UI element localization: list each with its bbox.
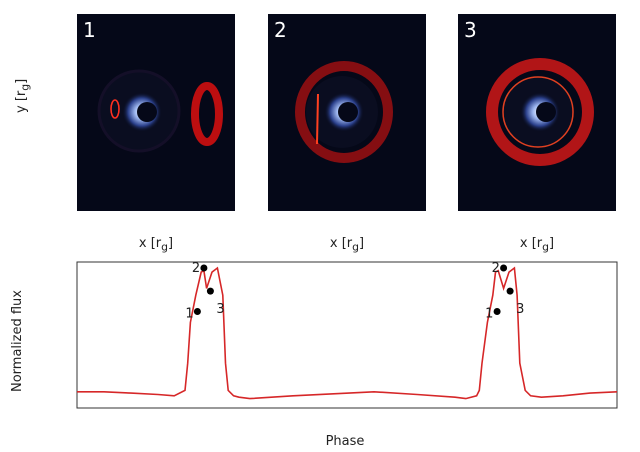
phase-marker-1 (493, 308, 501, 315)
image-panel-1: 1 (77, 14, 235, 211)
phase-marker-1 (193, 308, 201, 315)
event-horizon (137, 102, 157, 122)
red-arc-left (110, 99, 120, 119)
phase-marker-label-1: 1 (185, 307, 193, 322)
image-panel-2: 2 (268, 14, 426, 211)
phase-marker-label-1: 1 (485, 307, 493, 322)
phase-marker-label-3: 3 (516, 302, 524, 317)
phase-marker-label-2: 2 (492, 261, 500, 276)
phase-marker-2 (500, 264, 508, 272)
event-horizon (338, 102, 358, 122)
panel-1-label: 1 (83, 18, 96, 42)
panel-3-xlabel: x [rg] (519, 236, 555, 254)
red-ring-inner (502, 76, 574, 148)
red-ring (295, 61, 393, 163)
phase-marker-label-2: 2 (192, 261, 200, 276)
phase-marker-3 (206, 287, 214, 295)
panel-3-render (486, 58, 594, 166)
event-horizon (536, 102, 556, 122)
phase-marker-3 (506, 287, 514, 295)
image-panel-3: 3 (458, 14, 616, 211)
panel-3-label: 3 (464, 18, 477, 42)
plot-frame (76, 261, 618, 409)
red-arc-right-inner (200, 100, 214, 128)
red-streak (316, 93, 319, 145)
panel-2-render (295, 61, 393, 163)
panel-2-xlabel: x [rg] (329, 236, 365, 254)
ring-dark (97, 69, 181, 153)
phase-marker-label-3: 3 (216, 302, 224, 317)
red-arc-right (191, 82, 223, 146)
panel-2-label: 2 (274, 18, 287, 42)
red-ring-outer (486, 58, 594, 166)
panel-1-render (97, 69, 223, 153)
flux-curve (77, 266, 618, 400)
flux-y-axis-label: Normalized flux (10, 290, 25, 392)
phase-marker-2 (200, 264, 208, 272)
phase-x-axis-label: Phase (325, 434, 365, 449)
panel-1-xlabel: x [rg] (138, 236, 174, 254)
